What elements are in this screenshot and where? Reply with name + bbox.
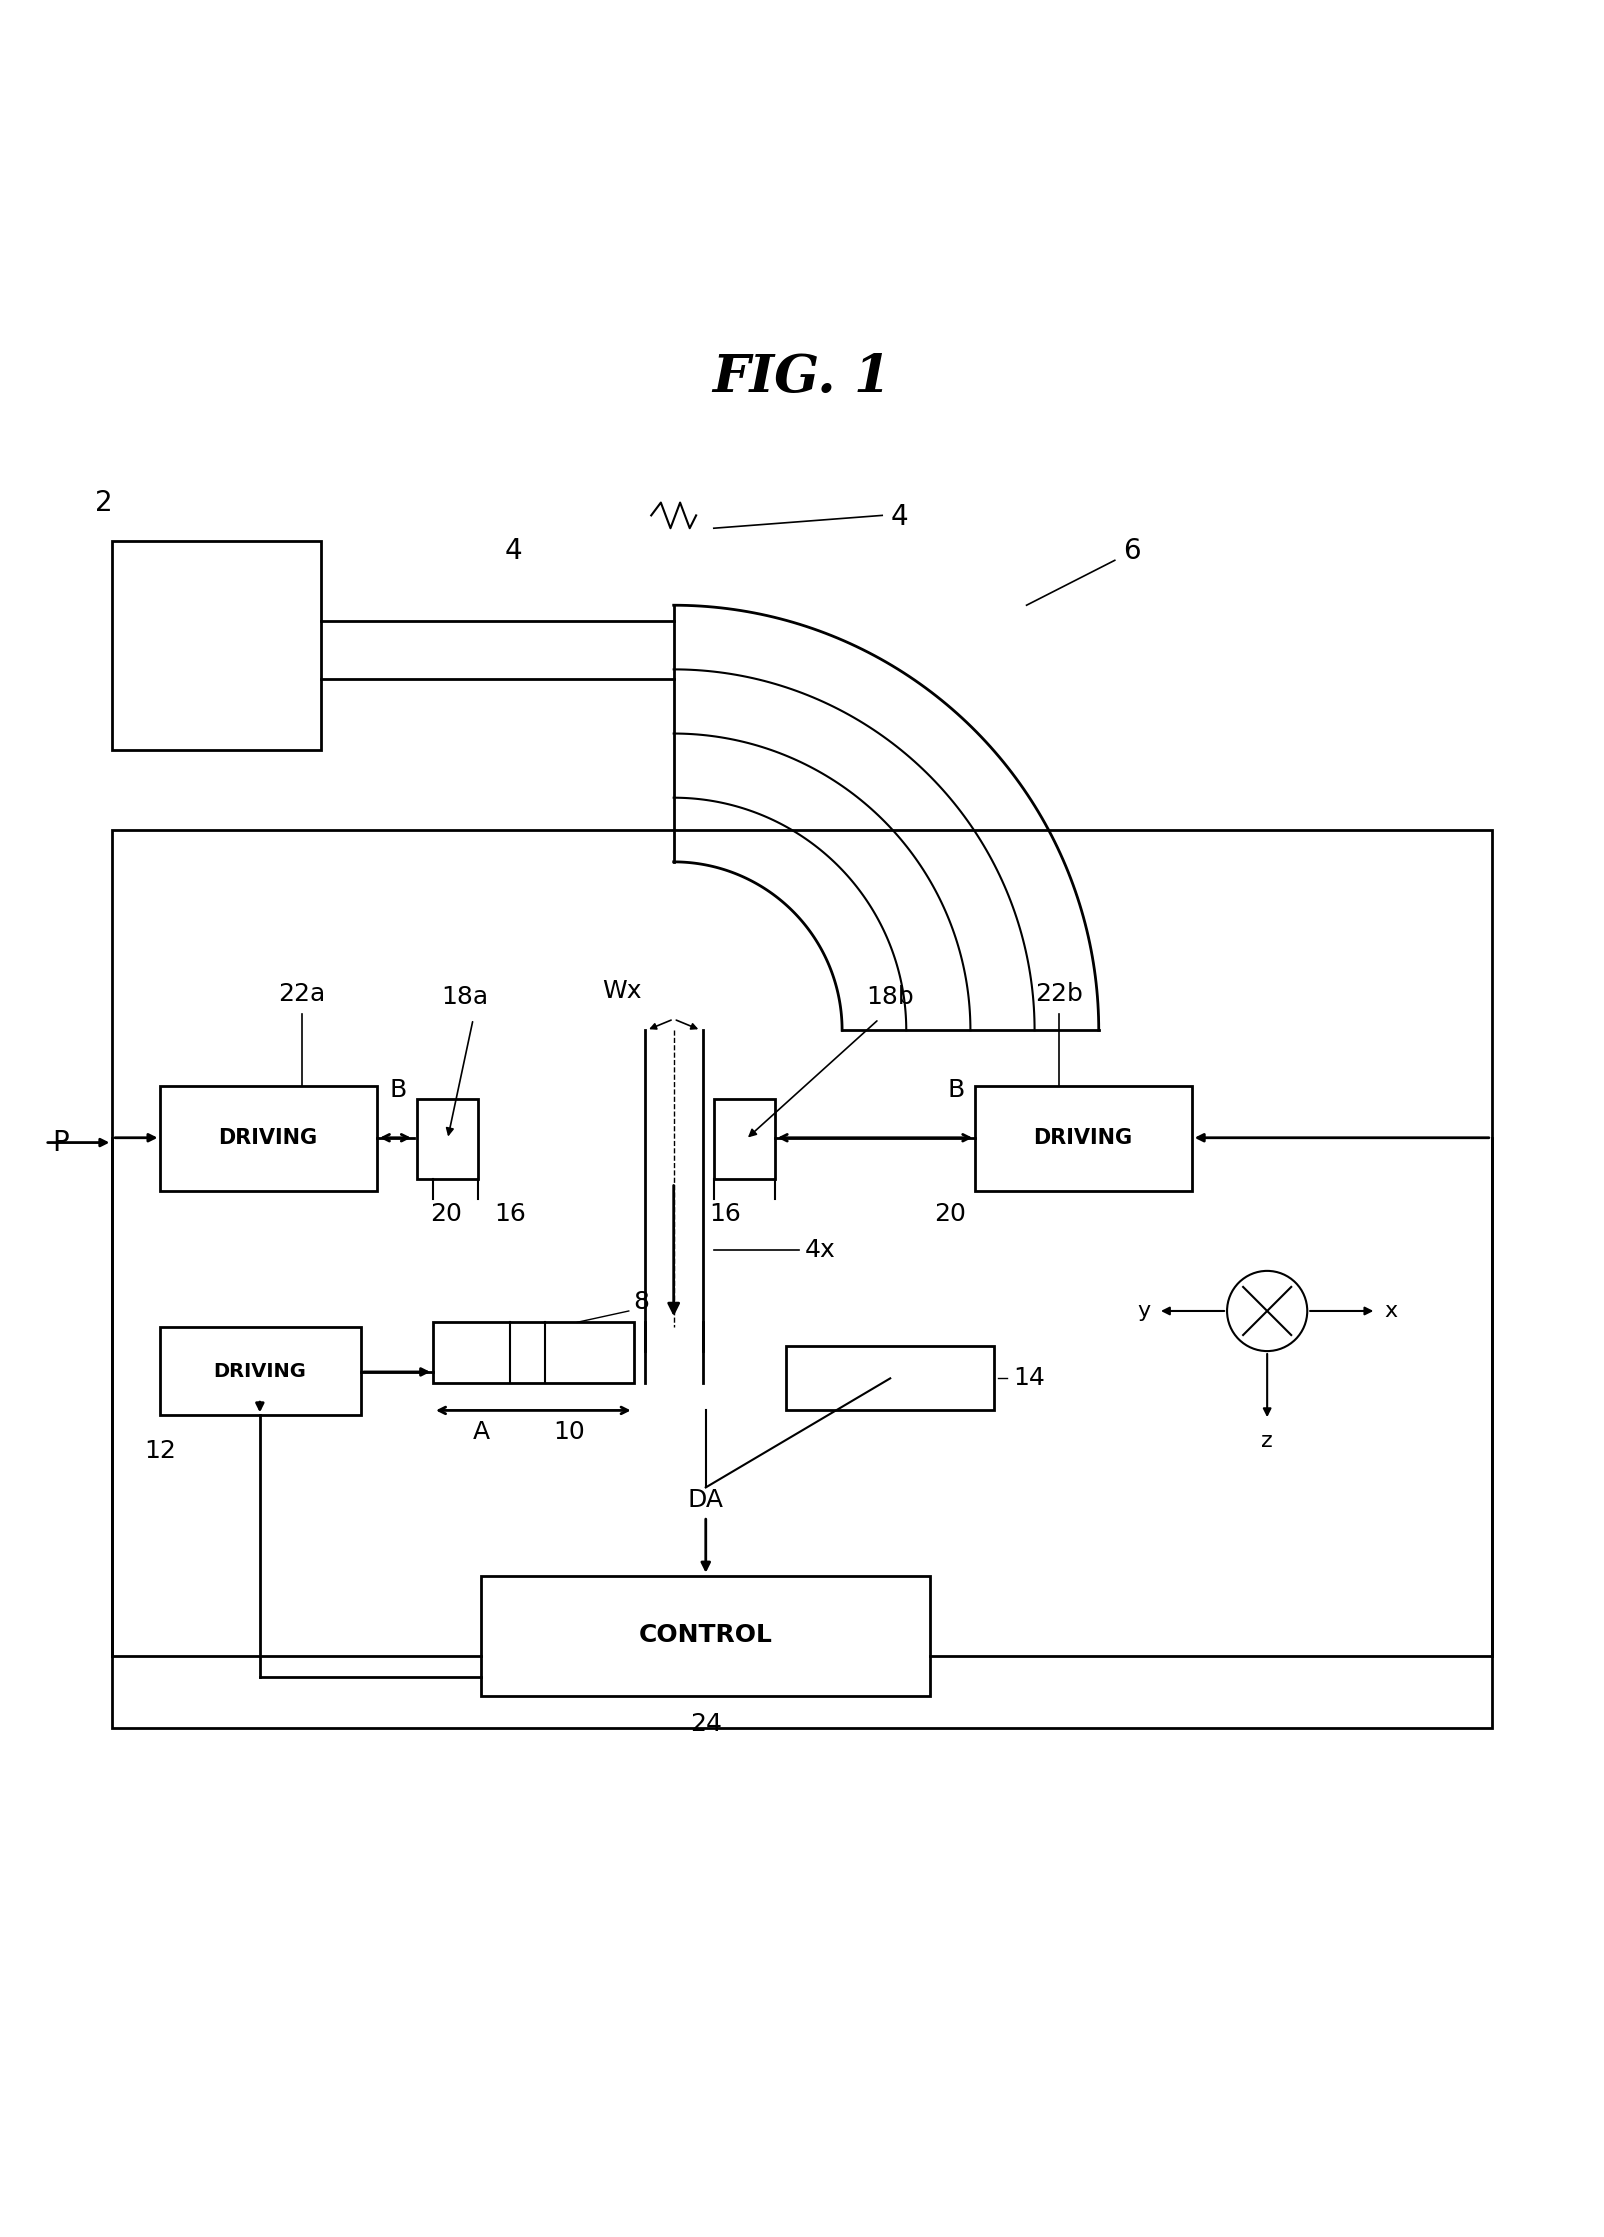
Text: DRIVING: DRIVING — [1033, 1127, 1132, 1148]
FancyBboxPatch shape — [112, 541, 321, 749]
FancyBboxPatch shape — [481, 1575, 930, 1696]
Text: 4x: 4x — [805, 1237, 836, 1262]
Text: z: z — [1261, 1432, 1274, 1452]
Text: 14: 14 — [1014, 1367, 1046, 1391]
Text: 18a: 18a — [441, 987, 489, 1009]
Text: 8: 8 — [634, 1291, 650, 1313]
Text: x: x — [1384, 1302, 1397, 1322]
Text: FIG. 1: FIG. 1 — [712, 351, 892, 403]
Text: 18b: 18b — [866, 987, 914, 1009]
Text: 22a: 22a — [277, 982, 326, 1007]
FancyBboxPatch shape — [160, 1087, 377, 1190]
FancyBboxPatch shape — [786, 1347, 994, 1409]
Text: CONTROL: CONTROL — [638, 1624, 773, 1646]
Text: A: A — [473, 1420, 489, 1445]
FancyBboxPatch shape — [160, 1327, 361, 1416]
FancyBboxPatch shape — [417, 1098, 478, 1179]
Text: P: P — [53, 1127, 69, 1157]
Text: 20: 20 — [430, 1201, 462, 1226]
Text: 16: 16 — [494, 1201, 526, 1226]
FancyBboxPatch shape — [975, 1087, 1192, 1190]
Text: B: B — [390, 1078, 406, 1103]
Text: 2: 2 — [96, 490, 112, 517]
FancyBboxPatch shape — [714, 1098, 775, 1179]
Text: Wx: Wx — [603, 980, 642, 1002]
FancyBboxPatch shape — [433, 1322, 634, 1382]
Text: 16: 16 — [709, 1201, 741, 1226]
Text: 6: 6 — [1123, 537, 1140, 566]
Text: B: B — [948, 1078, 964, 1103]
Text: 12: 12 — [144, 1438, 176, 1463]
Text: DRIVING: DRIVING — [218, 1127, 318, 1148]
Text: 4: 4 — [505, 537, 521, 566]
Text: 22b: 22b — [1035, 982, 1083, 1007]
Text: 4: 4 — [890, 503, 908, 530]
Text: 24: 24 — [690, 1711, 722, 1736]
Text: 10: 10 — [553, 1420, 585, 1445]
FancyBboxPatch shape — [112, 830, 1492, 1727]
Text: y: y — [1137, 1302, 1150, 1322]
Text: 20: 20 — [934, 1201, 966, 1226]
Text: DRIVING: DRIVING — [213, 1362, 306, 1382]
Text: DA: DA — [688, 1488, 723, 1512]
